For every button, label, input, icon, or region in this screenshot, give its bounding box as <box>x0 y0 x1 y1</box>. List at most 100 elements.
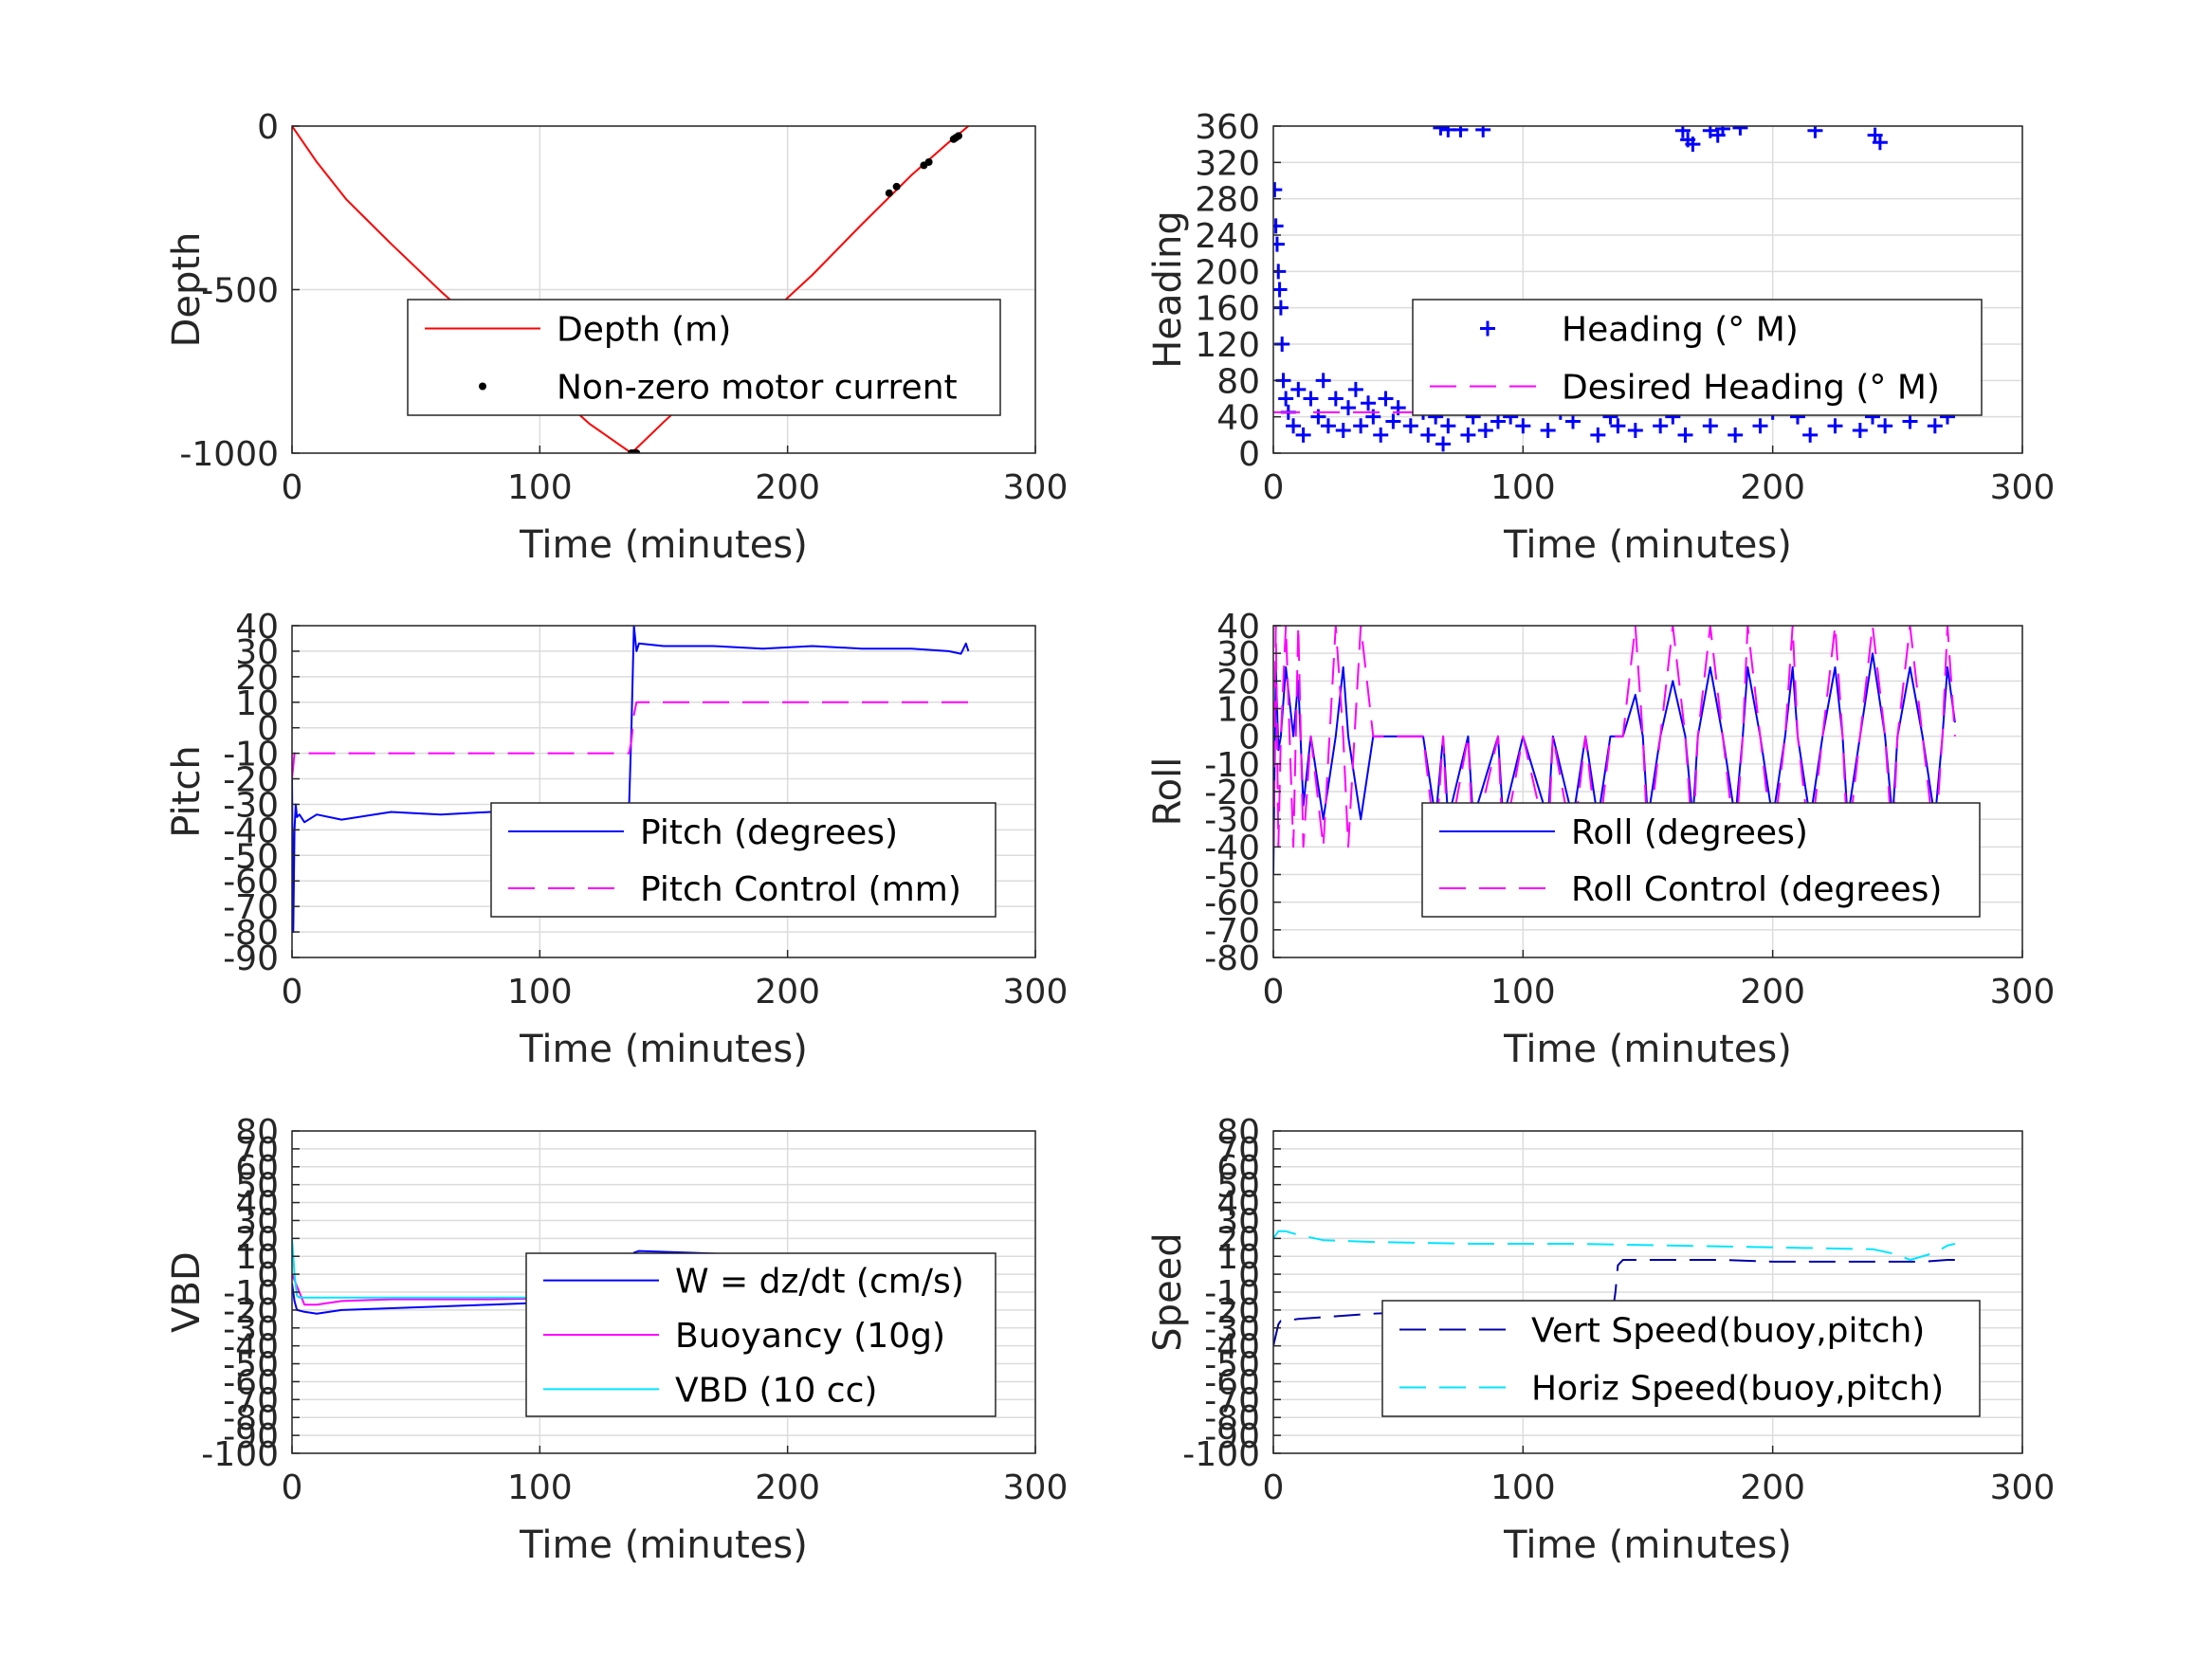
y-tick-label: 80 <box>1216 362 1260 401</box>
data-point <box>632 449 641 453</box>
legend: Pitch (degrees) Pitch Control (mm) <box>490 802 996 918</box>
y-tick-label: -50 <box>1204 857 1260 896</box>
legend-box <box>490 802 996 918</box>
y-axis-label: Pitch <box>165 745 209 837</box>
y-tick-label: -70 <box>1204 912 1260 951</box>
y-tick-label: 10 <box>1216 691 1260 730</box>
data-point <box>1752 418 1768 434</box>
y-tick-label: 0 <box>1238 435 1260 474</box>
series-line-series-2 <box>292 701 969 779</box>
data-point <box>1327 391 1344 407</box>
legend: Depth (m) Non-zero motor current <box>407 299 1001 416</box>
series-line-series-1 <box>292 126 970 453</box>
y-tick-label: -10 <box>1204 1274 1260 1313</box>
y-tick-label: -90 <box>223 1417 279 1456</box>
y-tick-label: 20 <box>1216 663 1260 702</box>
data-point <box>1286 418 1302 434</box>
y-tick-label: 70 <box>235 1131 279 1170</box>
y-tick-label: 30 <box>235 1202 279 1241</box>
y-tick-label: 20 <box>235 659 279 698</box>
x-tick-label: 0 <box>1263 468 1285 507</box>
data-point <box>1565 413 1581 429</box>
legend-label: Pitch (degrees) <box>640 813 898 852</box>
y-tick-label: 280 <box>1195 181 1260 220</box>
x-tick-label: 0 <box>282 973 303 1012</box>
y-tick-label: -20 <box>223 761 279 800</box>
data-point <box>1827 418 1843 434</box>
y-tick-label: 80 <box>1216 1113 1260 1152</box>
y-axis-label: Depth <box>165 232 209 348</box>
data-point <box>1627 423 1643 439</box>
y-tick-label: 10 <box>235 1238 279 1277</box>
data-point <box>1715 126 1730 137</box>
chart-panel-5: 0 100 200 300-100-90-80-70-60-50-40-30-20-1… <box>165 1113 1068 1567</box>
y-tick-label: -90 <box>1204 1417 1260 1456</box>
data-point <box>1361 395 1377 411</box>
data-point <box>1872 135 1888 151</box>
y-tick-label: 240 <box>1195 217 1260 256</box>
legend-marker <box>479 382 486 391</box>
x-tick-label: 200 <box>755 973 820 1012</box>
data-point <box>1315 373 1331 389</box>
data-point <box>1902 413 1918 429</box>
x-tick-label: 300 <box>1990 973 2056 1012</box>
legend-label: Horiz Speed(buoy,pitch) <box>1531 1370 1944 1409</box>
y-tick-label: -40 <box>1204 829 1260 867</box>
y-tick-label: 0 <box>1238 1256 1260 1295</box>
data-point <box>954 132 962 140</box>
x-tick-label: 200 <box>755 468 820 507</box>
legend-label: Buoyancy (10g) <box>675 1317 945 1356</box>
data-point <box>1877 418 1893 434</box>
x-tick-label: 100 <box>1490 468 1556 507</box>
y-tick-label: -500 <box>201 272 279 311</box>
y-tick-label: -50 <box>223 837 279 876</box>
legend-box <box>1412 299 1983 416</box>
axes-box <box>291 625 1036 958</box>
legend-label: Non-zero motor current <box>557 369 958 408</box>
y-tick-label: 0 <box>257 710 279 749</box>
y-tick-label: -40 <box>1204 1328 1260 1367</box>
x-tick-label: 100 <box>507 973 573 1012</box>
data-point <box>1475 126 1491 137</box>
y-tick-label: 40 <box>235 608 279 647</box>
y-tick-label: -80 <box>1204 1399 1260 1438</box>
chart-panel-3: 0 100 200 300-90-80-70-60-50-40-30-20-10010… <box>165 608 1068 1071</box>
legend-label: Roll (degrees) <box>1571 813 1808 852</box>
legend-label: Roll Control (degrees) <box>1571 870 1942 909</box>
x-tick-label: 200 <box>1740 1468 1805 1507</box>
data-point <box>1477 423 1493 439</box>
x-tick-label: 100 <box>507 468 573 507</box>
y-tick-label: 40 <box>1216 399 1260 438</box>
data-point <box>1685 137 1701 153</box>
y-tick-label: 30 <box>235 633 279 672</box>
data-point <box>1347 381 1363 397</box>
data-point <box>1435 436 1452 452</box>
data-point <box>1440 418 1456 434</box>
data-point <box>1290 381 1307 397</box>
legend: Heading (° M) Desired Heading (° M) <box>1412 299 1983 416</box>
y-tick-label: 0 <box>1238 719 1260 757</box>
y-tick-label: 60 <box>1216 1149 1260 1188</box>
x-tick-label: 100 <box>507 1468 573 1507</box>
y-tick-label: -70 <box>223 888 279 927</box>
y-tick-label: -30 <box>223 786 279 825</box>
y-tick-label: -80 <box>223 1399 279 1438</box>
data-point <box>1335 423 1351 439</box>
data-point <box>1303 391 1319 407</box>
y-tick-label: -50 <box>1204 1346 1260 1385</box>
y-axis-label: VBD <box>165 1251 209 1333</box>
chart-panel-2: 0 100 200 30004080120160200240280320360Time… <box>1146 108 2055 567</box>
y-tick-label: 80 <box>235 1113 279 1152</box>
y-tick-label: -1000 <box>179 435 279 474</box>
y-tick-label: 360 <box>1195 108 1260 147</box>
y-tick-label: -20 <box>1204 1292 1260 1331</box>
plot-area <box>292 126 970 453</box>
data-point <box>1460 427 1476 443</box>
y-tick-label: 50 <box>235 1167 279 1206</box>
data-point <box>1341 400 1356 416</box>
data-point <box>1453 126 1469 137</box>
y-tick-label: -30 <box>1204 801 1260 840</box>
x-tick-label: 200 <box>1740 468 1805 507</box>
data-point <box>885 189 893 197</box>
y-tick-label: 200 <box>1195 253 1260 292</box>
